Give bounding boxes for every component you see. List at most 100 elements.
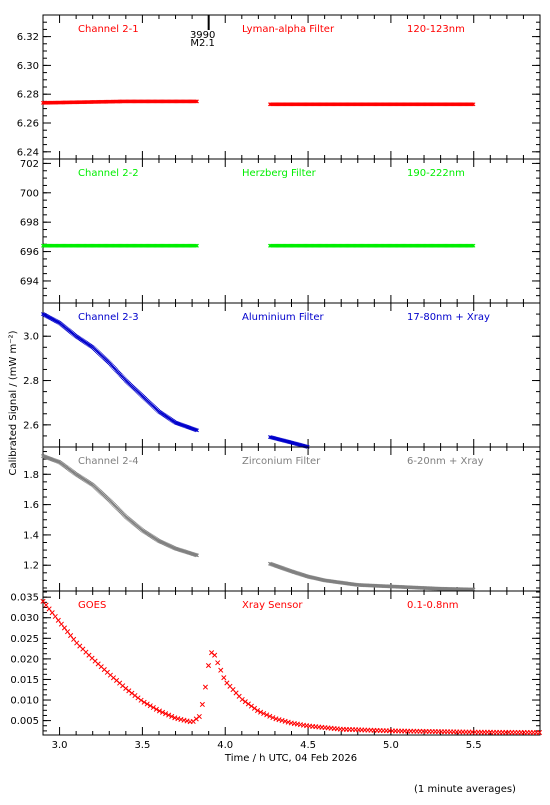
data-point: [163, 711, 169, 717]
data-point: [153, 706, 159, 712]
data-point: [270, 715, 276, 721]
y-tick-label: 700: [20, 188, 39, 199]
panel-filter-label: Xray Sensor: [242, 600, 303, 611]
y-tick-label: 702: [20, 159, 39, 170]
data-point: [64, 629, 71, 635]
panel-frame: [42, 14, 541, 160]
panel-channel-label: GOES: [78, 600, 106, 611]
y-tick-label: 1.4: [23, 530, 39, 541]
data-point: [184, 718, 190, 724]
data-point: [195, 243, 199, 248]
data-point: [264, 712, 270, 718]
data-point: [471, 102, 476, 107]
y-tick-label: 0.025: [10, 634, 39, 645]
panel-2: 694 696 698 700 702 Channel 2-2 Herzberg Filte…: [20, 158, 541, 304]
data-point: [267, 713, 273, 719]
data-point: [40, 598, 46, 604]
panel-filter-label: Zirconium Filter: [242, 456, 321, 467]
event-number-label: 3990: [190, 30, 215, 41]
data-point: [248, 703, 254, 709]
data-point: [58, 621, 64, 627]
panel-filter-label: Herzberg Filter: [242, 168, 317, 179]
panel-frame: [42, 158, 541, 304]
x-tick-label: 3.5: [134, 740, 150, 751]
data-point: [536, 729, 543, 736]
data-point: [195, 99, 199, 104]
data-point: [147, 703, 153, 709]
y-tick-label: 694: [20, 276, 39, 287]
panel-band-label: 0.1-0.8nm: [407, 600, 459, 611]
y-tick-label: 0.005: [10, 716, 39, 727]
data-point: [172, 715, 178, 721]
x-axis-label: Time / h UTC, 04 Feb 2026: [224, 753, 357, 764]
data-point: [181, 717, 187, 723]
data-point: [138, 697, 144, 703]
panel-4: 1.2 1.4 1.6 1.8 Channel 2-4 Zirconium Filter 6…: [23, 446, 541, 592]
data-point: [195, 428, 199, 433]
x-tick-label: 4.0: [217, 740, 233, 751]
panel-channel-label: Channel 2-1: [78, 24, 139, 35]
panel-filter-label: Lyman-alpha Filter: [242, 24, 335, 35]
data-point: [218, 667, 224, 673]
data-point: [258, 709, 264, 715]
x-tick-label: 5.0: [383, 740, 399, 751]
y-tick-label: 6.28: [17, 90, 39, 101]
data-point: [261, 710, 267, 717]
panel-filter-label: Aluminium Filter: [242, 312, 325, 323]
data-point: [43, 602, 49, 608]
data-point: [254, 707, 261, 714]
x-tick-label: 4.5: [300, 740, 316, 751]
data-point: [49, 610, 55, 616]
y-tick-label: 1.2: [23, 561, 39, 572]
panel-channel-label: Channel 2-4: [78, 456, 139, 467]
data-point: [156, 708, 163, 714]
y-tick-label: 0.030: [10, 613, 39, 624]
y-tick-label: 0.035: [10, 593, 39, 604]
panel-channel-label: Channel 2-3: [78, 312, 139, 323]
y-tick-label: 0.010: [10, 696, 39, 707]
data-point: [169, 713, 175, 719]
data-point: [141, 699, 147, 705]
footnote: (1 minute averages): [414, 784, 516, 795]
panel-band-label: 190-222nm: [407, 168, 465, 179]
data-point: [251, 705, 258, 711]
y-tick-label: 1.6: [23, 500, 39, 511]
data-point: [61, 625, 68, 631]
y-tick-label: 6.32: [17, 32, 39, 43]
y-axis-label: Calibrated Signal / (mW m⁻²): [8, 330, 19, 475]
y-tick-label: 2.8: [23, 376, 39, 387]
data-point: [166, 712, 172, 718]
data-point: [193, 99, 198, 104]
data-point: [52, 613, 58, 620]
data-point: [195, 553, 199, 558]
data-point: [215, 660, 221, 666]
event-class-label: M2.1: [190, 38, 215, 49]
x-tick-label: 3.0: [52, 740, 68, 751]
panel-channel-label: Channel 2-2: [78, 168, 139, 179]
data-point: [470, 102, 475, 107]
y-tick-label: 0.020: [10, 654, 39, 665]
y-tick-label: 0.015: [10, 675, 39, 686]
data-point: [239, 696, 245, 703]
data-point: [178, 716, 184, 723]
panel-frame: [42, 590, 541, 736]
data-point: [471, 243, 476, 248]
data-point: [68, 632, 74, 639]
data-point: [221, 675, 227, 681]
data-point: [212, 652, 218, 658]
panel-3: 2.6 2.8 3.0 Channel 2-3 Aluminium Filter 17-8…: [23, 302, 541, 449]
y-tick-label: 696: [20, 247, 39, 258]
panel-5: 0.005 0.010 0.015 0.020 0.025 0.030 0.035 GOES X…: [10, 590, 543, 736]
panel-1: 6.24 6.26 6.28 6.30 6.32 Channel 2-1 Lyman-alp…: [17, 14, 541, 160]
x-tick-label: 5.5: [466, 740, 482, 751]
data-point: [242, 699, 248, 705]
data-point: [159, 709, 166, 715]
data-point: [144, 701, 150, 707]
data-point: [150, 704, 156, 711]
panel-band-label: 120-123nm: [407, 24, 465, 35]
data-point: [199, 701, 205, 708]
y-tick-label: 6.30: [17, 61, 39, 72]
data-point: [193, 553, 198, 557]
